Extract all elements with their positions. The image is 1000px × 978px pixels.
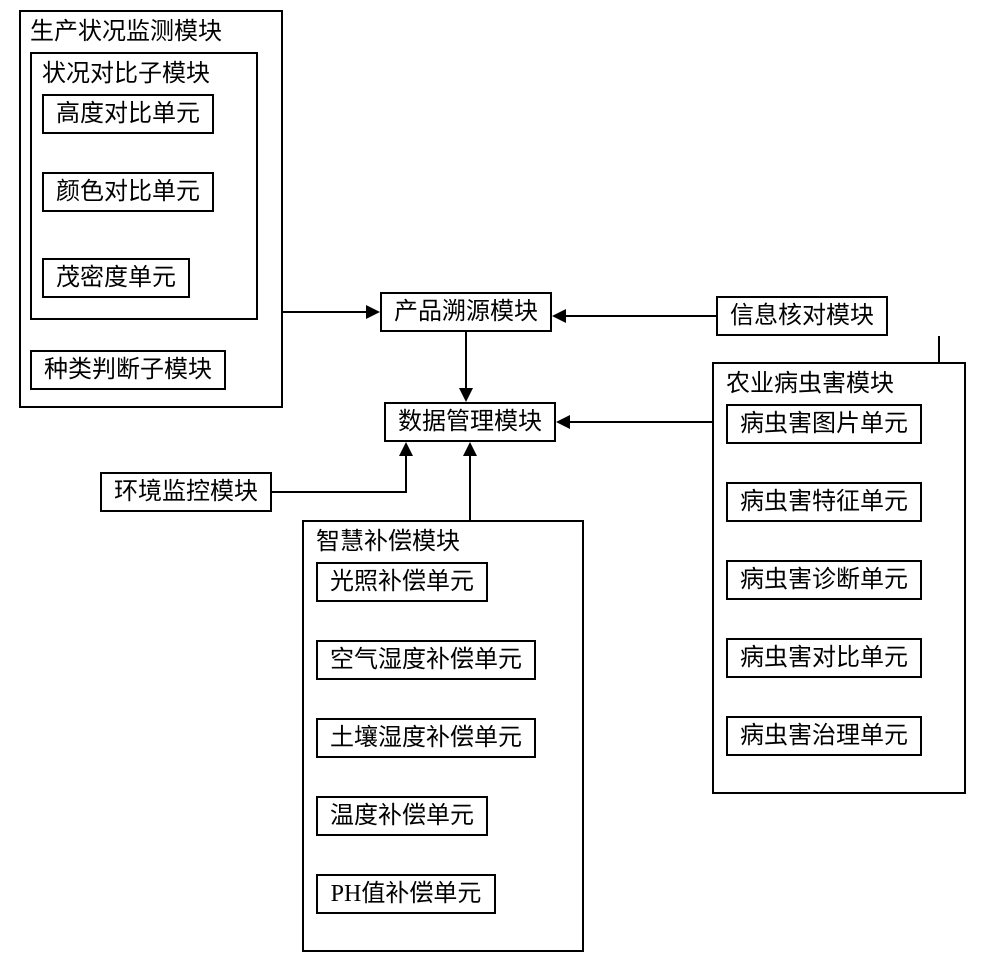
unit-pest-treat-label: 病虫害治理单元: [740, 722, 908, 751]
module-data-mgmt: 数据管理模块: [384, 402, 556, 442]
diagram-canvas: 生产状况监测模块 状况对比子模块 高度对比单元 颜色对比单元 茂密度单元 种类判…: [0, 0, 1000, 978]
unit-light-comp-label: 光照补偿单元: [330, 568, 474, 597]
submodule-type-judge: 种类判断子模块: [30, 350, 226, 390]
module-data-mgmt-label: 数据管理模块: [398, 408, 542, 437]
unit-light-comp: 光照补偿单元: [316, 562, 488, 602]
edge-smart-to-data-v: [469, 456, 471, 520]
unit-temp-comp-label: 温度补偿单元: [330, 802, 474, 831]
unit-ph-comp: PH值补偿单元: [316, 874, 496, 914]
module-smart-compensation-title: 智慧补偿模块: [316, 528, 460, 557]
module-env-monitor: 环境监控模块: [100, 472, 272, 512]
unit-pest-compare-label: 病虫害对比单元: [740, 644, 908, 673]
module-pest-title: 农业病虫害模块: [726, 370, 894, 399]
unit-air-humidity-comp-label: 空气湿度补偿单元: [330, 646, 522, 675]
unit-pest-image: 病虫害图片单元: [726, 404, 922, 444]
edge-pest-to-data-h: [570, 421, 712, 423]
unit-pest-image-label: 病虫害图片单元: [740, 410, 908, 439]
edge-info-to-trace-h: [566, 315, 716, 317]
arrow-up-icon: [463, 442, 477, 456]
unit-density: 茂密度单元: [42, 258, 190, 298]
module-info-check: 信息核对模块: [716, 296, 888, 336]
unit-color-compare-label: 颜色对比单元: [56, 178, 200, 207]
module-info-check-label: 信息核对模块: [730, 302, 874, 331]
unit-air-humidity-comp: 空气湿度补偿单元: [316, 640, 536, 680]
edge-prod-to-trace: [283, 311, 366, 313]
edge-trace-to-data-v: [465, 332, 467, 388]
unit-pest-compare: 病虫害对比单元: [726, 638, 922, 678]
unit-height-compare: 高度对比单元: [42, 94, 214, 134]
unit-pest-treat: 病虫害治理单元: [726, 716, 922, 756]
arrow-left-icon: [552, 309, 566, 323]
unit-pest-diagnose: 病虫害诊断单元: [726, 560, 922, 600]
arrow-up-icon: [399, 442, 413, 456]
unit-pest-diagnose-label: 病虫害诊断单元: [740, 566, 908, 595]
unit-pest-feature: 病虫害特征单元: [726, 482, 922, 522]
unit-density-label: 茂密度单元: [56, 264, 176, 293]
unit-temp-comp: 温度补偿单元: [316, 796, 488, 836]
unit-pest-feature-label: 病虫害特征单元: [740, 488, 908, 517]
arrow-left-icon: [556, 415, 570, 429]
unit-soil-humidity-comp: 土壤湿度补偿单元: [316, 718, 536, 758]
module-product-trace-label: 产品溯源模块: [394, 298, 538, 327]
unit-ph-comp-label: PH值补偿单元: [331, 880, 482, 909]
module-env-monitor-label: 环境监控模块: [114, 478, 258, 507]
module-production-monitoring-title: 生产状况监测模块: [30, 18, 222, 47]
unit-soil-humidity-comp-label: 土壤湿度补偿单元: [330, 724, 522, 753]
arrow-down-icon: [459, 388, 473, 402]
arrow-right-icon: [366, 305, 380, 319]
edge-env-to-data-v: [405, 456, 407, 493]
unit-height-compare-label: 高度对比单元: [56, 100, 200, 129]
submodule-type-judge-label: 种类判断子模块: [44, 356, 212, 385]
unit-color-compare: 颜色对比单元: [42, 172, 214, 212]
edge-env-to-data-h: [272, 491, 407, 493]
edge-info-to-pest-v: [938, 336, 940, 362]
module-product-trace: 产品溯源模块: [380, 292, 552, 332]
submodule-status-compare-title: 状况对比子模块: [42, 60, 210, 89]
